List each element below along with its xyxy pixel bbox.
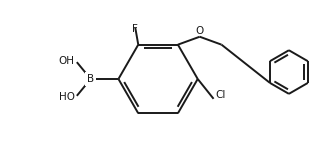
- Text: OH: OH: [59, 56, 75, 66]
- Text: HO: HO: [59, 92, 75, 102]
- Text: F: F: [132, 24, 138, 34]
- Text: Cl: Cl: [215, 90, 226, 100]
- Text: O: O: [196, 26, 204, 36]
- Text: B: B: [87, 74, 94, 84]
